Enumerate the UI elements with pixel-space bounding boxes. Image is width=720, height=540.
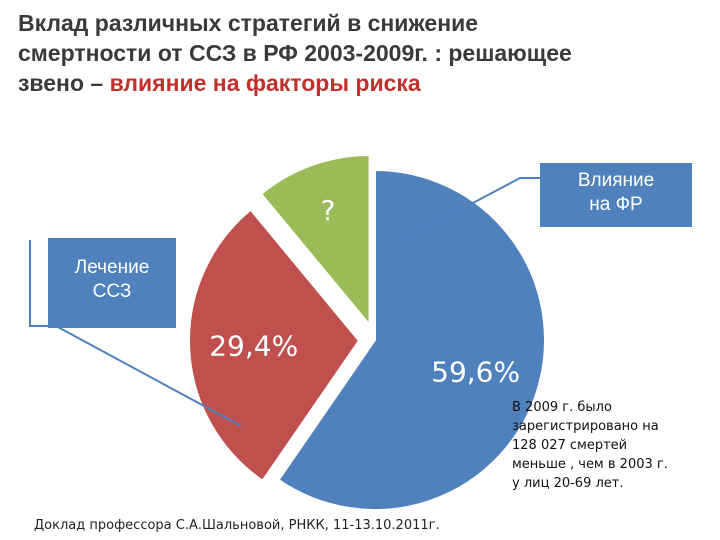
mortality-note: В 2009 г. было зарегистрировано на 128 0… [512, 398, 712, 493]
pie-labels: 59,6% 29,4%? [209, 194, 520, 389]
connector-ssz [29, 240, 242, 427]
title-line-3-accent: влияние на факторы риска [109, 70, 421, 96]
title-line-3: звено – влияние на факторы риска [18, 68, 708, 98]
callout-risk-factors-line-2: на ФР [589, 194, 643, 215]
pie-slice-risk-factors [277, 168, 546, 511]
pie-label-risk-factors: 59,6% [431, 355, 520, 388]
callout-cvd-treatment-line-2: ССЗ [92, 281, 132, 302]
title-line-2: смертности от ССЗ в РФ 2003-2009г. : реш… [18, 40, 572, 66]
note-line-4: меньше , чем в 2003 г. [512, 457, 668, 472]
pie-slices [188, 153, 546, 511]
connector-fr [400, 177, 540, 242]
callout-risk-factors-line-1: Влияние [577, 170, 655, 191]
title-line-3-prefix: звено – [18, 70, 110, 96]
note-line-5: у лиц 20-69 лет. [512, 476, 624, 491]
note-line-3: 128 027 смертей [512, 438, 628, 453]
pie-label-unknown: ? [321, 194, 336, 227]
note-line-2: зарегистрировано на [512, 419, 659, 434]
title-line-1: Вклад различных стратегий в снижение [18, 10, 479, 36]
source-citation: Доклад профессора С.А.Шальновой, РНКК, 1… [34, 518, 440, 533]
slide-title: Вклад различных стратегий в снижение сме… [18, 8, 708, 98]
callout-risk-factors: Влияние на ФР [540, 163, 692, 227]
pie-label-cvd-treatment: 29,4% [209, 329, 298, 362]
pie-slice-unknown [259, 153, 371, 328]
callout-cvd-treatment: Лечение ССЗ [48, 238, 176, 328]
pie-slice-cvd-treatment [188, 208, 361, 483]
callout-cvd-treatment-line-1: Лечение [74, 257, 150, 278]
note-line-1: В 2009 г. было [512, 400, 612, 415]
